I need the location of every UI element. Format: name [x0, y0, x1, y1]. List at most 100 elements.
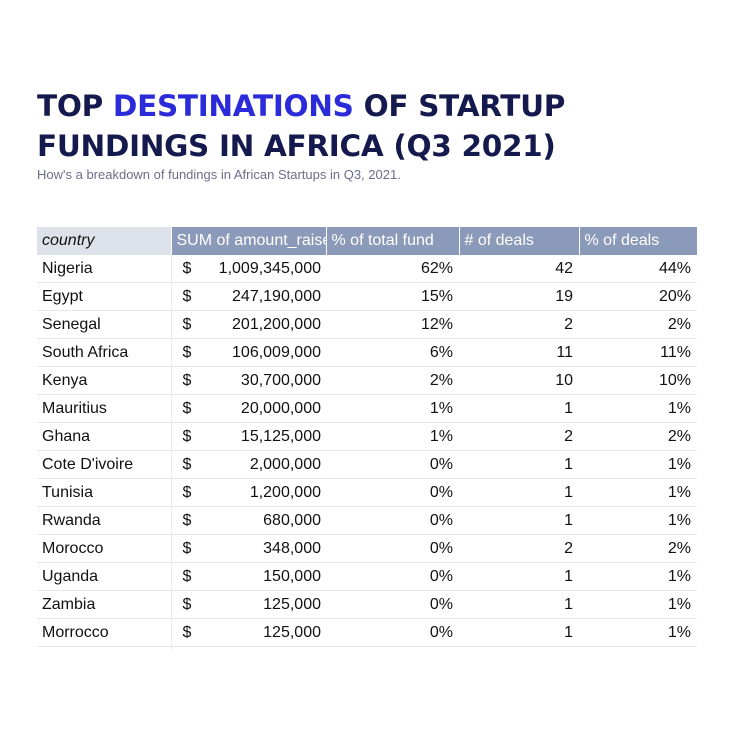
cell-pct-fund: 0% [326, 450, 459, 479]
cell-country: Mauritius [37, 394, 172, 423]
currency-symbol: $ [182, 315, 192, 333]
amount-value: 680,000 [263, 511, 321, 529]
amount-value: 1,200,000 [249, 483, 321, 501]
empty-cell [459, 647, 579, 652]
cell-country: Ghana [37, 422, 172, 451]
table-row: Nigeria $1,009,345,000 62% 42 44% [37, 255, 697, 283]
cell-country: Zambia [37, 590, 172, 619]
empty-cell [37, 646, 172, 651]
amount-value: 1,009,345,000 [218, 259, 321, 277]
cell-pct-fund: 6% [326, 338, 459, 367]
cell-country: Morrocco [37, 618, 172, 647]
cell-deals: 2 [459, 534, 579, 563]
cell-pct-fund: 0% [326, 562, 459, 591]
cell-amount: $247,190,000 [171, 282, 326, 311]
cell-country: Rwanda [37, 506, 172, 535]
cell-country: Cote D'ivoire [37, 450, 172, 479]
cell-country: Senegal [37, 310, 172, 339]
cell-amount: $30,700,000 [171, 366, 326, 395]
currency-symbol: $ [182, 623, 192, 641]
cell-amount: $20,000,000 [171, 394, 326, 423]
cell-pct-deals: 10% [579, 366, 697, 395]
empty-cell [171, 647, 326, 652]
table-header-row: country SUM of amount_raised % of total … [37, 227, 698, 255]
cell-deals: 1 [459, 478, 579, 507]
cell-pct-deals: 1% [579, 506, 697, 535]
currency-symbol: $ [182, 483, 192, 501]
cell-deals: 42 [459, 255, 579, 283]
cell-pct-deals: 1% [579, 478, 697, 507]
amount-value: 348,000 [263, 539, 321, 557]
table-end-row [37, 646, 697, 652]
cell-country: Nigeria [37, 255, 172, 283]
table-row: Mauritius $20,000,000 1% 1 1% [37, 394, 697, 423]
currency-symbol: $ [182, 343, 192, 361]
currency-symbol: $ [182, 539, 192, 557]
cell-country: Morocco [37, 534, 172, 563]
cell-deals: 10 [459, 366, 579, 395]
cell-amount: $2,000,000 [171, 450, 326, 479]
cell-pct-fund: 0% [326, 506, 459, 535]
table-row: Rwanda $680,000 0% 1 1% [37, 506, 697, 535]
table-row: Tunisia $1,200,000 0% 1 1% [37, 478, 697, 507]
cell-pct-deals: 11% [579, 338, 697, 367]
amount-value: 30,700,000 [240, 371, 321, 389]
column-header-country: country [37, 227, 172, 255]
cell-deals: 1 [459, 506, 579, 535]
currency-symbol: $ [182, 567, 192, 585]
cell-pct-fund: 0% [326, 618, 459, 647]
page-subtitle: How's a breakdown of fundings in African… [37, 167, 401, 182]
amount-value: 201,200,000 [232, 315, 321, 333]
cell-deals: 2 [459, 310, 579, 339]
amount-value: 20,000,000 [240, 399, 321, 417]
currency-symbol: $ [182, 399, 192, 417]
cell-pct-deals: 1% [579, 590, 697, 619]
amount-value: 15,125,000 [240, 427, 321, 445]
empty-cell [579, 647, 697, 652]
currency-symbol: $ [182, 287, 192, 305]
table-row: Senegal $201,200,000 12% 2 2% [37, 310, 697, 339]
table-body: Nigeria $1,009,345,000 62% 42 44% Egypt $247,1… [37, 255, 697, 651]
table-row: Cote D'ivoire $2,000,000 0% 1 1% [37, 450, 697, 479]
cell-pct-fund: 12% [326, 310, 459, 339]
table-row: Kenya $30,700,000 2% 10 10% [37, 366, 697, 395]
cell-amount: $106,009,000 [171, 338, 326, 367]
cell-pct-deals: 2% [579, 422, 697, 451]
page-title: TOP DESTINATIONS OF STARTUP FUNDINGS IN … [37, 86, 727, 166]
cell-deals: 1 [459, 394, 579, 423]
cell-country: Egypt [37, 282, 172, 311]
amount-value: 106,009,000 [232, 343, 321, 361]
cell-amount: $125,000 [171, 618, 326, 647]
title-part-1: TOP [37, 89, 113, 123]
table-row: Uganda $150,000 0% 1 1% [37, 562, 697, 591]
cell-amount: $680,000 [171, 506, 326, 535]
cell-amount: $150,000 [171, 562, 326, 591]
currency-symbol: $ [182, 595, 192, 613]
cell-deals: 19 [459, 282, 579, 311]
title-accent: DESTINATIONS [112, 89, 354, 123]
table-row: Morrocco $125,000 0% 1 1% [37, 618, 697, 647]
cell-amount: $125,000 [171, 590, 326, 619]
cell-deals: 11 [459, 338, 579, 367]
table-row: Zambia $125,000 0% 1 1% [37, 590, 697, 619]
column-header-deals: # of deals [459, 227, 580, 255]
empty-cell [326, 647, 459, 652]
cell-pct-deals: 1% [579, 394, 697, 423]
column-header-pct-deals: % of deals [579, 227, 698, 255]
currency-symbol: $ [182, 371, 192, 389]
cell-pct-fund: 15% [326, 282, 459, 311]
amount-value: 247,190,000 [232, 287, 321, 305]
cell-pct-deals: 1% [579, 450, 697, 479]
amount-value: 2,000,000 [249, 455, 321, 473]
cell-amount: $1,009,345,000 [171, 255, 326, 283]
funding-table: country SUM of amount_raised % of total … [37, 227, 698, 651]
currency-symbol: $ [182, 455, 192, 473]
cell-amount: $15,125,000 [171, 422, 326, 451]
column-header-pct-fund: % of total fund [326, 227, 460, 255]
table-row: Morocco $348,000 0% 2 2% [37, 534, 697, 563]
cell-pct-deals: 1% [579, 562, 697, 591]
cell-deals: 2 [459, 422, 579, 451]
cell-deals: 1 [459, 450, 579, 479]
cell-country: South Africa [37, 338, 172, 367]
table-row: Ghana $15,125,000 1% 2 2% [37, 422, 697, 451]
